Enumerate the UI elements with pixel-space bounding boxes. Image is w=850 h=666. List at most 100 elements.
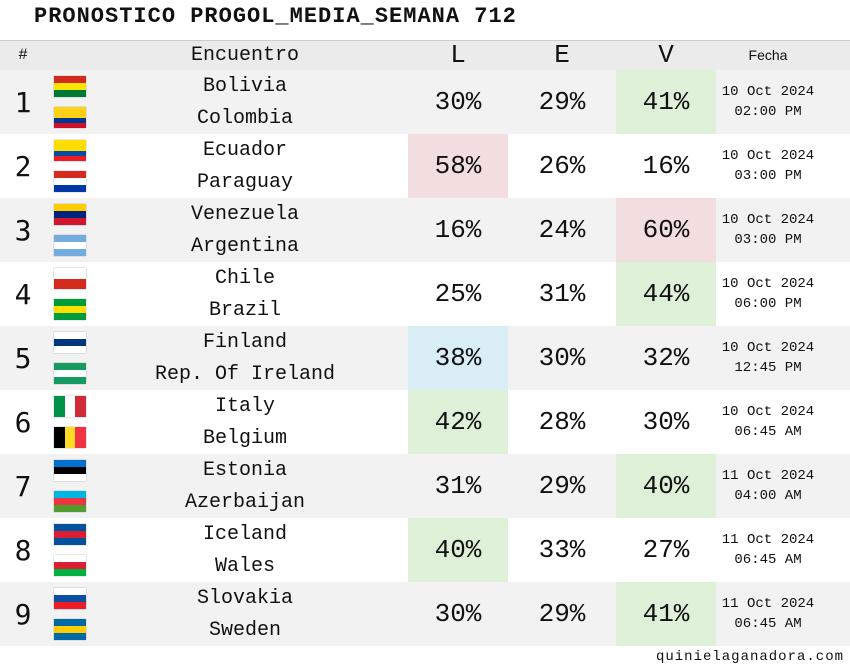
away-team: Brazil [208,298,281,322]
away-team: Rep. Of Ireland [154,362,336,386]
match-date: 10 Oct 2024 [721,340,815,356]
column-header: L [450,40,466,70]
percent-v: 32% [642,343,690,373]
highlight-cell [408,326,508,390]
percent-e: 33% [538,535,586,565]
percent-l: 42% [434,407,482,437]
percent-l: 30% [434,87,482,117]
row-number: 8 [14,533,32,567]
page-title: PRONOSTICO PROGOL_MEDIA_SEMANA 712 [34,3,517,29]
percent-e: 29% [538,471,586,501]
row-number: 3 [14,213,32,247]
away-team: Colombia [196,106,293,130]
percent-e: 30% [538,343,586,373]
flag-icon [54,171,86,192]
percent-e: 28% [538,407,586,437]
column-header: V [658,40,674,70]
percent-l: 16% [434,215,482,245]
row-number: 6 [14,405,32,439]
flag-icon [54,363,86,384]
percent-v: 44% [642,279,690,309]
match-time: 03:00 PM [734,168,802,184]
match-time: 06:00 PM [734,296,802,312]
flag-icon [54,588,86,609]
highlight-cell [408,518,508,582]
percent-e: 31% [538,279,586,309]
match-date: 10 Oct 2024 [721,84,815,100]
away-team: Argentina [190,234,300,258]
percent-v: 30% [642,407,690,437]
away-team: Sweden [208,618,281,642]
flag-icon [54,204,86,225]
match-time: 03:00 PM [734,232,802,248]
flag-icon [54,76,86,97]
away-team: Wales [214,554,275,578]
home-team: Slovakia [196,586,293,610]
away-team: Paraguay [196,170,293,194]
match-time: 12:45 PM [734,360,802,376]
home-team: Chile [214,266,275,290]
flag-icon [54,619,86,640]
percent-v: 40% [642,471,690,501]
percent-l: 40% [434,535,482,565]
column-header: Fecha [748,47,788,63]
flag-icon [54,268,86,289]
match-time: 06:45 AM [734,424,802,440]
column-header: E [554,40,570,70]
percent-l: 58% [434,151,482,181]
match-date: 11 Oct 2024 [721,532,815,548]
match-time: 02:00 PM [734,104,802,120]
flag-icon [54,460,86,481]
row-number: 7 [14,469,32,503]
match-date: 11 Oct 2024 [721,468,815,484]
highlight-cell [408,390,508,454]
percent-l: 25% [434,279,482,309]
percent-v: 60% [642,215,690,245]
home-team: Italy [214,394,275,418]
flag-icon [54,299,86,320]
percent-l: 30% [434,599,482,629]
row-number: 2 [14,149,32,183]
away-team: Belgium [202,426,287,450]
percent-e: 24% [538,215,586,245]
column-header: Encuentro [190,43,300,67]
flag-icon [54,491,86,512]
flag-icon [54,235,86,256]
match-date: 10 Oct 2024 [721,148,815,164]
flag-icon [54,427,87,448]
percent-e: 26% [538,151,586,181]
flag-icon [54,107,86,128]
match-date: 10 Oct 2024 [721,212,815,228]
percent-l: 38% [434,343,482,373]
home-team: Bolivia [202,74,287,98]
flag-icon [54,524,86,545]
footer-site: quinielaganadora.com [655,649,844,665]
home-team: Finland [202,330,287,354]
row-number: 5 [14,341,32,375]
row-number: 4 [14,277,32,311]
highlight-cell [616,262,716,326]
flag-icon [54,140,86,161]
row-number: 9 [14,597,32,631]
table-header [0,40,850,70]
highlight-cell [616,454,716,518]
percent-e: 29% [538,87,586,117]
match-date: 10 Oct 2024 [721,276,815,292]
highlight-cell [616,198,716,262]
highlight-cell [616,70,716,134]
percent-v: 41% [642,599,690,629]
home-team: Venezuela [190,202,300,226]
home-team: Estonia [202,458,287,482]
match-date: 10 Oct 2024 [721,404,815,420]
away-team: Azerbaijan [184,490,306,514]
match-time: 06:45 AM [734,552,802,568]
home-team: Iceland [202,522,287,546]
match-time: 04:00 AM [734,488,802,504]
highlight-cell [408,134,508,198]
match-time: 06:45 AM [734,616,802,632]
percent-v: 41% [642,87,690,117]
percent-e: 29% [538,599,586,629]
percent-l: 31% [434,471,482,501]
row-number: 1 [14,85,32,119]
